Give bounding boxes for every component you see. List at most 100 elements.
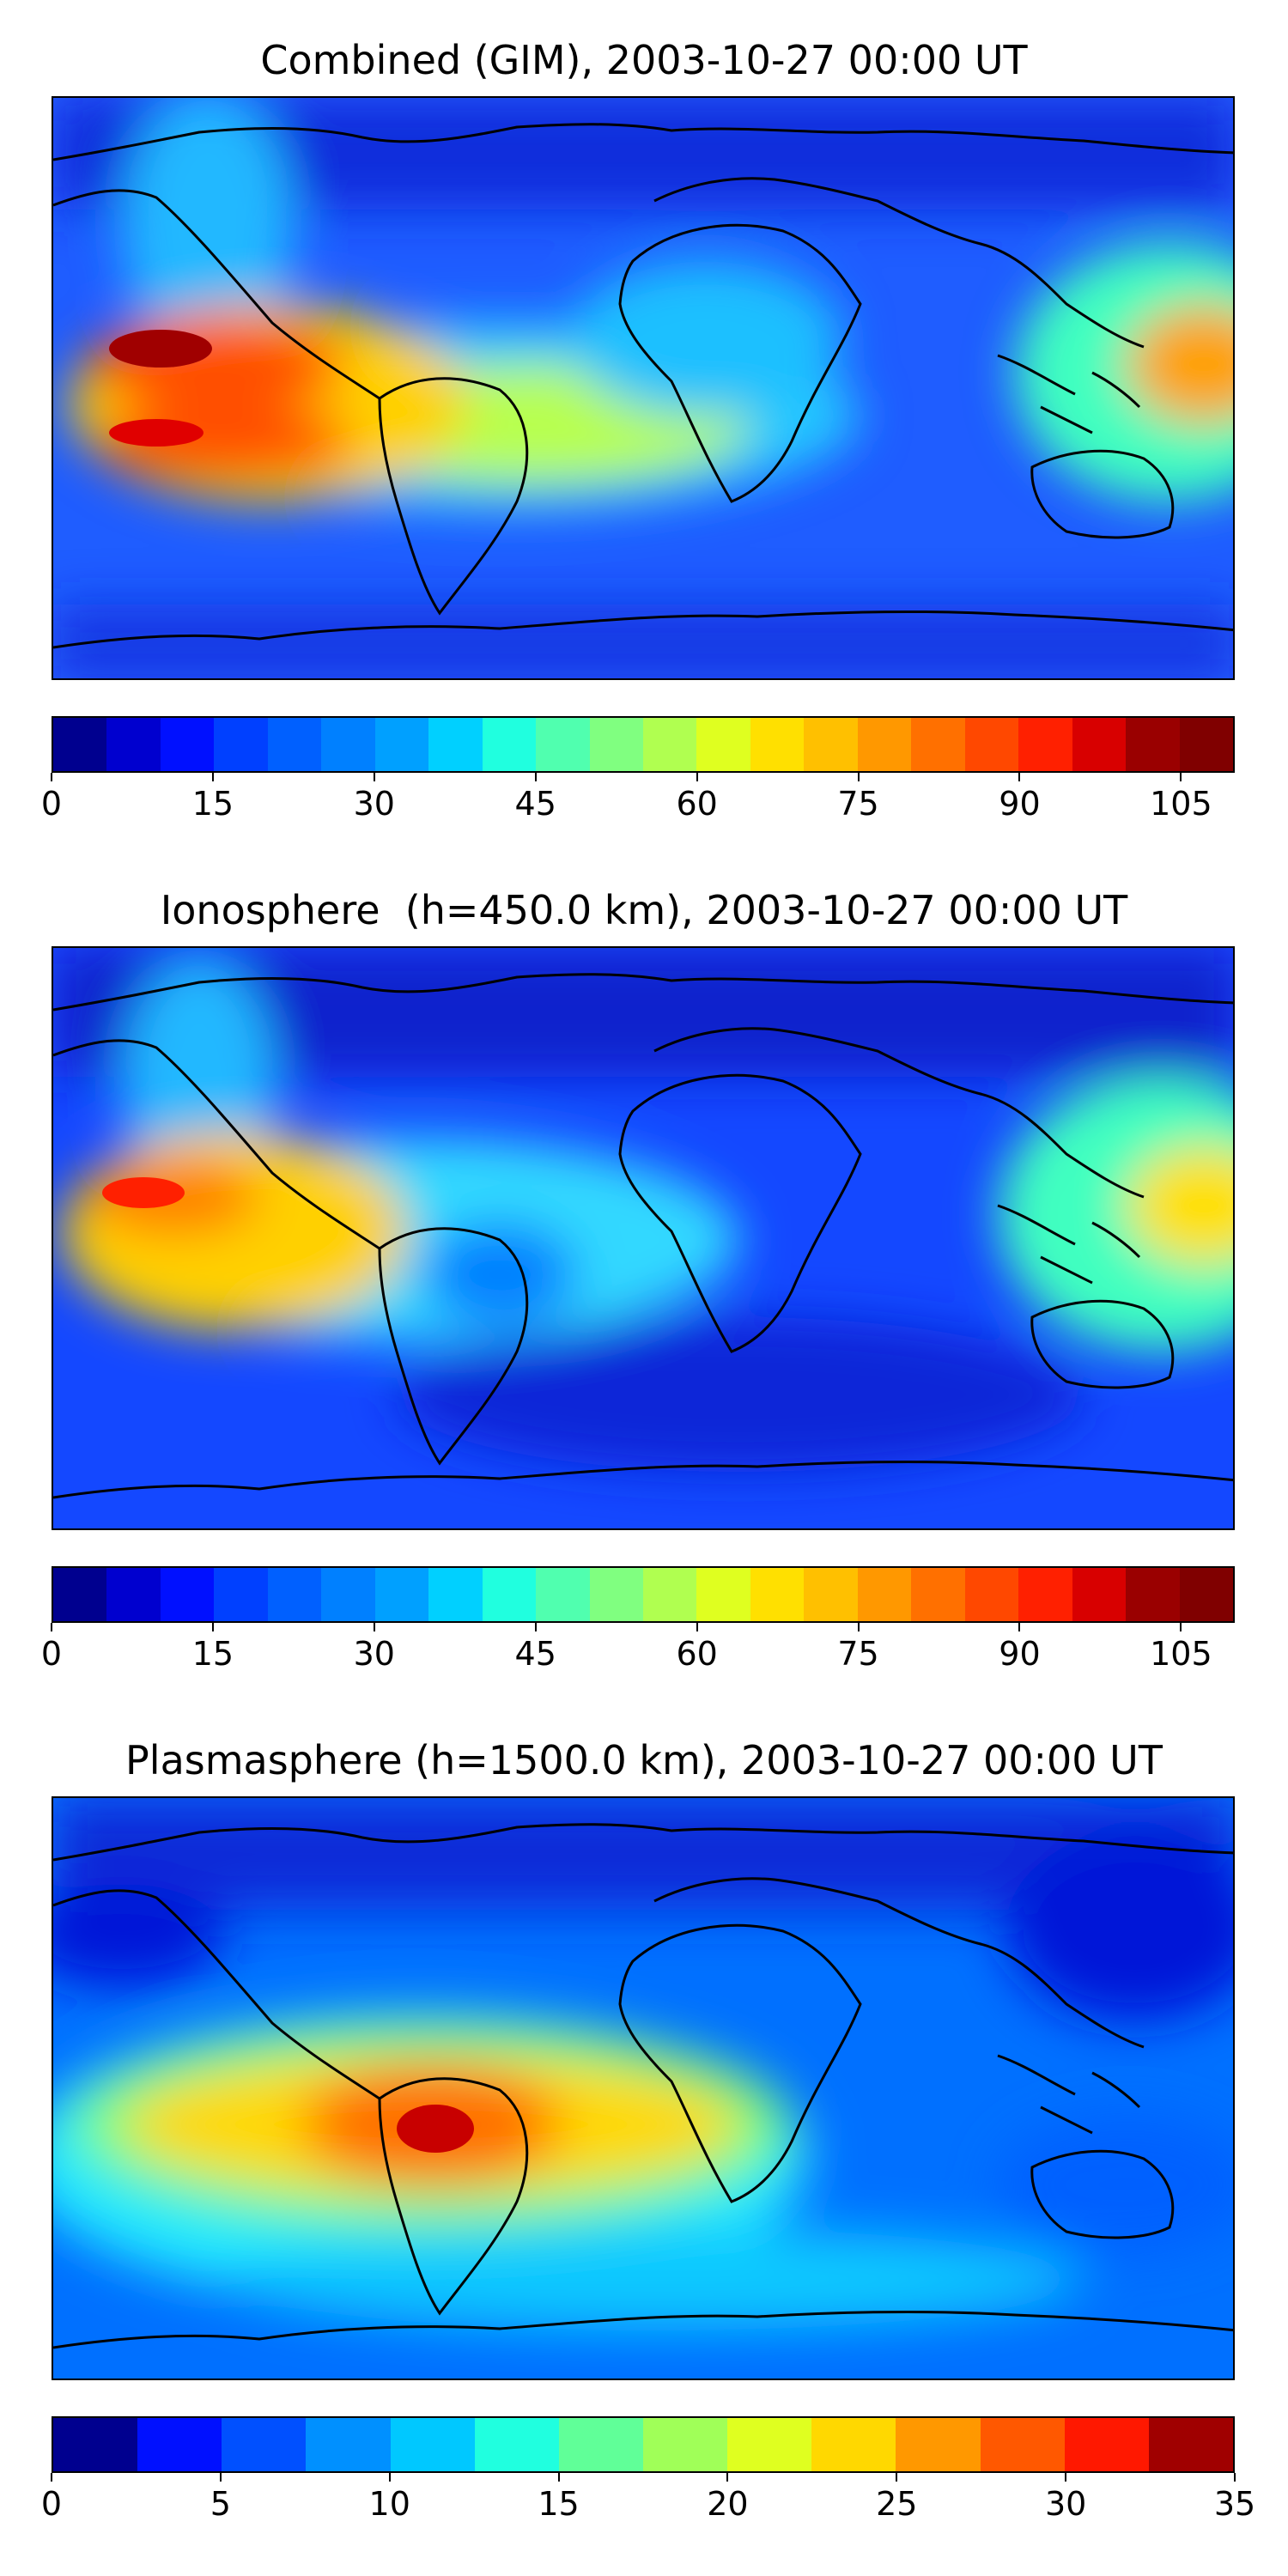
colorbar-tick-label: 30 (353, 1635, 395, 1673)
colorbar-tick-label: 60 (676, 1635, 718, 1673)
colorbar-tick (211, 773, 214, 781)
colorbar-segment (390, 2418, 475, 2471)
panel-2-colorbar (52, 1566, 1235, 1623)
colorbar-segment (160, 1568, 215, 1621)
colorbar-segment (306, 2418, 391, 2471)
colorbar-tick-label: 105 (1150, 785, 1212, 823)
panel-2-title: Ionosphere (h=450.0 km), 2003-10-27 00:0… (160, 887, 1128, 933)
colorbar-tick (557, 2473, 560, 2482)
colorbar-segment (750, 718, 805, 771)
colorbar-tick (896, 2473, 898, 2482)
colorbar-segment (589, 1568, 643, 1621)
colorbar-tick (1065, 2473, 1067, 2482)
colorbar-segment (428, 718, 483, 771)
colorbar-tick-label: 15 (191, 1635, 234, 1673)
colorbar-segment (980, 2418, 1065, 2471)
colorbar-segment (536, 718, 590, 771)
colorbar-segment (137, 2418, 222, 2471)
colorbar-tick-label: 5 (210, 2485, 231, 2523)
colorbar-segment (911, 718, 965, 771)
colorbar-tick (51, 2473, 52, 2482)
colorbar-tick (219, 2473, 222, 2482)
colorbar-segment (804, 718, 858, 771)
colorbar-tick (1180, 1623, 1182, 1631)
colorbar-tick (373, 1623, 375, 1631)
colorbar-segment (642, 1568, 697, 1621)
colorbar-segment (482, 718, 537, 771)
colorbar-tick (534, 773, 537, 781)
colorbar-segment (106, 1568, 161, 1621)
colorbar-segment (589, 718, 643, 771)
colorbar-segment (642, 2418, 728, 2471)
panel-3-colorbar (52, 2416, 1235, 2473)
colorbar-tick (696, 773, 698, 781)
colorbar-segment (214, 1568, 268, 1621)
colorbar-segment (374, 718, 429, 771)
colorbar-tick (534, 1623, 537, 1631)
colorbar-segment (1018, 1568, 1072, 1621)
colorbar-segment (267, 1568, 322, 1621)
panel-1-colorbar (52, 716, 1235, 773)
colorbar-tick (696, 1623, 698, 1631)
colorbar-segment (53, 2418, 138, 2471)
colorbar-tick-label: 75 (837, 785, 879, 823)
colorbar-segment (911, 1568, 965, 1621)
colorbar-tick (373, 773, 375, 781)
colorbar-segment (896, 2418, 981, 2471)
colorbar-tick-label: 15 (538, 2485, 580, 2523)
colorbar-tick-label: 75 (837, 1635, 879, 1673)
colorbar-tick-label: 45 (514, 1635, 556, 1673)
colorbar-segment (1126, 718, 1180, 771)
colorbar-tick (726, 2473, 729, 2482)
colorbar-segment (964, 1568, 1019, 1621)
colorbar-segment (474, 2418, 559, 2471)
colorbar-segment (696, 1568, 750, 1621)
colorbar-tick-label: 30 (353, 785, 395, 823)
colorbar-segment (1148, 2418, 1233, 2471)
colorbar-segment (811, 2418, 896, 2471)
panel-2-colorbar-ticks: 0 15 30 45 60 75 90 105 (41, 1623, 1235, 1674)
colorbar-tick-label: 0 (40, 1635, 63, 1673)
colorbar-tick-label: 30 (1044, 2485, 1087, 2523)
colorbar-segment (642, 718, 697, 771)
panel-3-map (52, 1796, 1235, 2380)
colorbar-segment (964, 718, 1019, 771)
colorbar-segment (482, 1568, 537, 1621)
colorbar-tick (1018, 1623, 1021, 1631)
colorbar-segment (750, 1568, 805, 1621)
colorbar-tick-label: 45 (514, 785, 556, 823)
colorbar-segment (1179, 718, 1233, 771)
colorbar-segment (374, 1568, 429, 1621)
colorbar-tick-label: 0 (40, 785, 63, 823)
colorbar-segment (558, 2418, 643, 2471)
colorbar-segment (106, 718, 161, 771)
colorbar-tick-label: 10 (368, 2485, 410, 2523)
colorbar-segment (222, 2418, 307, 2471)
colorbar-tick-label: 90 (999, 785, 1041, 823)
panel-1-title: Combined (GIM), 2003-10-27 00:00 UT (260, 37, 1028, 83)
colorbar-segment (1126, 1568, 1180, 1621)
colorbar-segment (1018, 718, 1072, 771)
colorbar-segment (53, 718, 107, 771)
panel-2-map (52, 946, 1235, 1530)
colorbar-segment (321, 718, 375, 771)
colorbar-tick-label: 15 (191, 785, 234, 823)
colorbar-segment (321, 1568, 375, 1621)
colorbar-segment (160, 718, 215, 771)
colorbar-segment (536, 1568, 590, 1621)
colorbar-segment (1072, 1568, 1127, 1621)
colorbar-tick (857, 773, 860, 781)
colorbar-tick-label: 25 (876, 2485, 918, 2523)
colorbar-segment (53, 1568, 107, 1621)
colorbar-tick (51, 1623, 52, 1631)
colorbar-tick-label: 35 (1213, 2485, 1256, 2523)
panel-3-title: Plasmasphere (h=1500.0 km), 2003-10-27 0… (125, 1737, 1163, 1783)
colorbar-segment (1179, 1568, 1233, 1621)
colorbar-segment (727, 2418, 812, 2471)
colorbar-segment (214, 718, 268, 771)
colorbar-tick-label: 0 (40, 2485, 63, 2523)
colorbar-tick (388, 2473, 391, 2482)
colorbar-tick-label: 90 (999, 1635, 1041, 1673)
colorbar-tick-label: 20 (707, 2485, 749, 2523)
colorbar-tick (1018, 773, 1021, 781)
